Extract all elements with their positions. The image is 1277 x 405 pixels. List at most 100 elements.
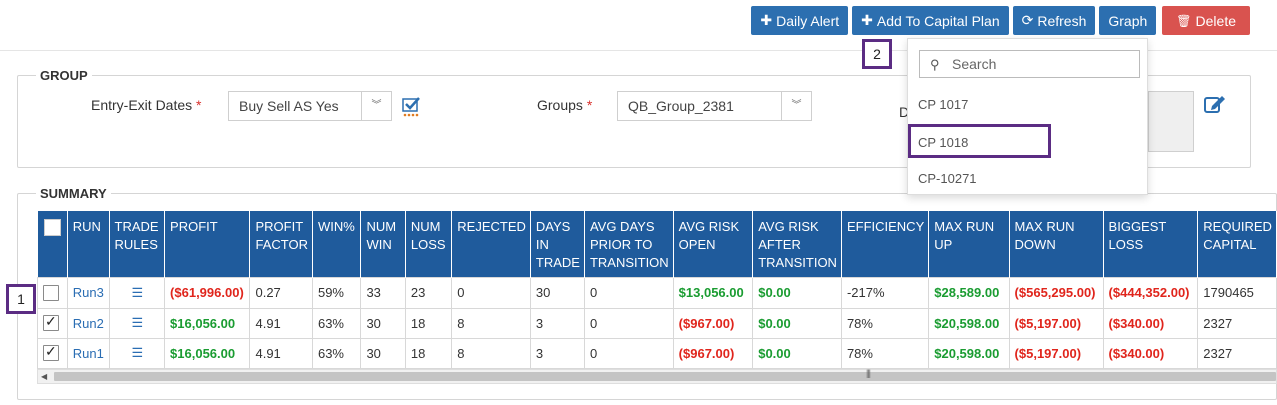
column-header[interactable]: AVG DAYS PRIOR TO TRANSITION: [584, 211, 674, 277]
column-header[interactable]: BIGGEST LOSS: [1103, 211, 1199, 277]
max-run-up-cell: $20,598.00: [928, 337, 1010, 369]
row-checkbox[interactable]: [43, 313, 59, 332]
efficiency-cell: 78%: [840, 307, 930, 339]
profit-cell: $16,056.00: [164, 337, 251, 369]
group-legend: GROUP: [40, 68, 88, 83]
run-link[interactable]: Run3: [72, 285, 104, 300]
rejected-cell: 8: [451, 307, 531, 339]
group-section: GROUP: [17, 68, 1251, 168]
plus-icon: ✚: [861, 12, 873, 28]
avg-risk-after-cell: $0.00: [752, 337, 842, 369]
list-icon[interactable]: ☰: [131, 284, 144, 300]
list-icon[interactable]: ☰: [131, 345, 144, 360]
profit-factor-cell: 0.27: [249, 276, 313, 309]
avg-risk-after-cell: $0.00: [752, 276, 842, 309]
capital-plan-option[interactable]: CP-10271: [918, 171, 977, 186]
avg-risk-open-cell: $13,056.00: [672, 276, 754, 309]
required-mark: *: [196, 97, 202, 113]
capital-plan-option[interactable]: CP 1017: [918, 97, 969, 112]
column-header[interactable]: NUM LOSS: [405, 211, 453, 277]
plus-icon: ✚: [760, 12, 773, 28]
table-header-row: RUN TRADE RULES PROFIT PROFIT FACTOR WIN…: [37, 211, 1277, 277]
num-loss-cell: 23: [404, 276, 453, 309]
num-loss-cell: 18: [404, 307, 453, 339]
column-header[interactable]: NUM WIN: [360, 211, 406, 277]
scroll-left-arrow-icon[interactable]: ◀: [41, 372, 48, 381]
horizontal-scrollbar[interactable]: ◀ |||: [37, 368, 1277, 384]
capital-plan-option[interactable]: CP 1018: [918, 135, 969, 150]
add-to-capital-plan-button[interactable]: ✚ Add To Capital Plan: [852, 6, 1009, 35]
days-in-trade-cell: 3: [529, 337, 585, 369]
win-pct-cell: 59%: [311, 276, 362, 309]
max-run-up-cell: $20,598.00: [928, 307, 1010, 339]
list-icon[interactable]: ☰: [131, 315, 144, 330]
description-textarea[interactable]: [1148, 91, 1194, 152]
groups-label: Groups *: [537, 97, 593, 113]
num-loss-cell: 18: [404, 337, 453, 369]
row-checkbox[interactable]: [43, 284, 59, 301]
row-checkbox-cell[interactable]: [37, 307, 68, 339]
entry-exit-dates-label: Entry-Exit Dates *: [91, 97, 202, 113]
divider: [0, 50, 1277, 51]
callout-1: 1: [6, 284, 36, 314]
biggest-loss-cell: ($340.00): [1102, 337, 1199, 369]
calendar-check-icon[interactable]: [402, 95, 422, 117]
column-header[interactable]: WIN%: [312, 211, 362, 277]
select-all-checkbox-cell[interactable]: [37, 211, 68, 277]
column-header[interactable]: MAX RUN UP: [928, 211, 1010, 277]
days-in-trade-cell: 30: [529, 276, 585, 309]
column-header[interactable]: EFFICIENCY: [841, 211, 930, 277]
required-capital-cell: 1790465: [1197, 276, 1277, 309]
run-link[interactable]: Run1: [72, 345, 104, 361]
column-header[interactable]: AVG RISK OPEN: [673, 211, 754, 277]
column-header[interactable]: PROFIT: [164, 211, 251, 277]
num-win-cell: 33: [360, 276, 406, 309]
win-pct-cell: 63%: [311, 337, 362, 369]
delete-button[interactable]: 🗑 Delete: [1162, 6, 1250, 35]
column-header[interactable]: RUN: [67, 211, 110, 277]
rejected-cell: 8: [451, 337, 531, 369]
days-in-trade-cell: 3: [529, 307, 585, 339]
biggest-loss-cell: ($444,352.00): [1102, 276, 1199, 309]
callout-2: 2: [862, 39, 892, 69]
avg-risk-after-cell: $0.00: [752, 307, 842, 339]
search-icon: ⚲: [930, 57, 940, 72]
max-run-down-cell: ($565,295.00): [1008, 276, 1104, 309]
avg-risk-open-cell: ($967.00): [672, 337, 754, 369]
groups-select[interactable]: QB_Group_2381 ︾: [617, 91, 812, 121]
refresh-icon: ⟳: [1021, 12, 1034, 28]
max-run-down-cell: ($5,197.00): [1008, 307, 1104, 339]
scrollbar-thumb[interactable]: |||: [54, 368, 1276, 381]
toolbar: ✚ Daily Alert ✚ Add To Capital Plan ⟳ Re…: [751, 6, 1250, 35]
table-row: Run3 ☰ ($61,996.00) 0.27 59% 33 23 0 30 …: [37, 276, 1277, 309]
row-checkbox-cell[interactable]: [37, 337, 68, 369]
entry-exit-dates-select[interactable]: Buy Sell AS Yes ︾: [228, 91, 392, 121]
num-win-cell: 30: [360, 307, 406, 339]
daily-alert-label: Daily Alert: [776, 12, 840, 29]
run-link[interactable]: Run2: [72, 315, 104, 331]
graph-button[interactable]: Graph: [1099, 6, 1157, 35]
row-checkbox-cell[interactable]: [37, 276, 68, 309]
table-row: Run1 ☰ $16,056.00 4.91 63% 30 18 8 3 0 (…: [37, 337, 1277, 369]
column-header[interactable]: REJECTED: [451, 211, 531, 277]
profit-cell: $16,056.00: [164, 307, 251, 339]
column-header[interactable]: DAYS IN TRADE: [530, 211, 585, 277]
daily-alert-button[interactable]: ✚ Daily Alert: [751, 6, 849, 35]
required-capital-cell: 2327: [1197, 307, 1277, 339]
edit-icon[interactable]: [1204, 94, 1226, 117]
row-checkbox[interactable]: [43, 343, 59, 362]
biggest-loss-cell: ($340.00): [1102, 307, 1199, 339]
capital-plan-search-input[interactable]: ⚲ Search: [919, 50, 1140, 78]
avg-days-prior-cell: 0: [583, 307, 674, 339]
avg-days-prior-cell: 0: [583, 337, 674, 369]
graph-label: Graph: [1108, 12, 1148, 29]
refresh-label: Refresh: [1037, 12, 1087, 29]
column-header[interactable]: PROFIT FACTOR: [249, 211, 313, 277]
column-header[interactable]: REQUIRED CAPITAL: [1197, 211, 1277, 277]
column-header[interactable]: TRADE RULES: [109, 211, 166, 277]
column-header[interactable]: AVG RISK AFTER TRANSITION: [752, 211, 842, 277]
select-all-checkbox[interactable]: [43, 219, 61, 236]
refresh-button[interactable]: ⟳ Refresh: [1012, 6, 1096, 35]
summary-legend: SUMMARY: [40, 186, 107, 201]
column-header[interactable]: MAX RUN DOWN: [1009, 211, 1104, 277]
